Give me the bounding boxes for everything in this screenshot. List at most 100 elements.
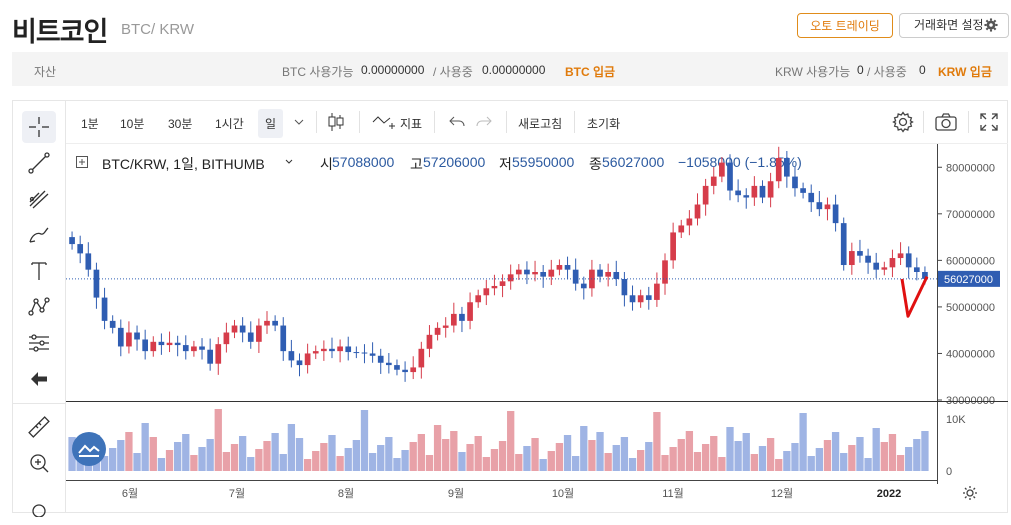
volume-bar bbox=[645, 442, 653, 471]
volume-bar bbox=[701, 444, 710, 471]
candle bbox=[77, 235, 84, 264]
volume-bar bbox=[775, 459, 783, 471]
brush-tool[interactable] bbox=[22, 219, 56, 251]
text-tool[interactable] bbox=[22, 255, 56, 287]
volume-bar bbox=[783, 451, 791, 471]
candle bbox=[450, 302, 457, 333]
chevron-down-icon[interactable] bbox=[294, 119, 304, 125]
volume-bar bbox=[214, 409, 222, 471]
indicators-button[interactable]: 지표 bbox=[400, 117, 423, 131]
interval-30m[interactable]: 30분 bbox=[168, 117, 193, 131]
candle bbox=[296, 353, 303, 377]
volume-bar bbox=[320, 443, 328, 471]
krw-deposit-link[interactable]: KRW 입금 bbox=[938, 65, 992, 79]
volume-bar bbox=[905, 447, 913, 471]
toolbar-divider bbox=[923, 111, 924, 133]
auto-trading-button[interactable]: 오토 트레이딩 bbox=[797, 13, 893, 38]
reset-button[interactable]: 초기화 bbox=[587, 117, 621, 131]
interval-1d[interactable]: 일 bbox=[258, 109, 284, 138]
volume-bar bbox=[498, 441, 507, 471]
screen-settings-label: 거래화면 설정 bbox=[914, 18, 984, 32]
toolbar-divider bbox=[359, 111, 360, 133]
volume-bar bbox=[417, 434, 425, 471]
volume-bar bbox=[466, 444, 474, 471]
current-price-tag bbox=[938, 270, 1000, 287]
interval-1m[interactable]: 1분 bbox=[81, 117, 99, 131]
candle bbox=[304, 343, 311, 374]
redo-icon[interactable] bbox=[476, 115, 492, 129]
volume-bar bbox=[555, 443, 564, 471]
camera-icon[interactable] bbox=[935, 112, 957, 132]
chevron-down-icon[interactable] bbox=[285, 159, 293, 165]
candle bbox=[873, 252, 880, 279]
candle bbox=[865, 248, 871, 274]
candle bbox=[337, 339, 343, 363]
date-tick-label: 8월 bbox=[338, 487, 354, 500]
candle bbox=[434, 322, 441, 341]
volume-bar bbox=[604, 453, 612, 471]
fib-tool[interactable] bbox=[22, 183, 56, 215]
date-tick-label: 10월 bbox=[552, 487, 574, 500]
volume-bar bbox=[409, 442, 417, 471]
zoom-tool[interactable] bbox=[22, 447, 56, 479]
arrow-left-icon bbox=[31, 372, 47, 386]
interval-1h[interactable]: 1시간 bbox=[215, 117, 244, 131]
volume-bar bbox=[165, 450, 174, 471]
btc-deposit-link[interactable]: BTC 입금 bbox=[565, 65, 616, 79]
pair-subtitle: BTC/ KRW bbox=[121, 21, 195, 38]
low-value: 55950000 bbox=[512, 154, 575, 170]
candle bbox=[662, 253, 668, 295]
open-label: 시 bbox=[320, 156, 333, 172]
pitchfork-icon bbox=[29, 190, 49, 209]
price-chart[interactable]: 56027000 80000000 70000000 60000000 50000000… bbox=[66, 144, 1008, 513]
toolbar-divider bbox=[316, 111, 317, 133]
toolbar-divider bbox=[968, 111, 969, 133]
settings-gear-icon[interactable] bbox=[892, 111, 914, 133]
candle bbox=[507, 264, 514, 290]
candle bbox=[377, 348, 384, 374]
volume-bar bbox=[117, 440, 125, 471]
screen-settings-button[interactable]: 거래화면 설정 bbox=[899, 13, 1009, 38]
magnet-icon bbox=[32, 504, 46, 517]
axis-settings-icon[interactable] bbox=[962, 485, 978, 501]
volume-bar bbox=[636, 450, 645, 471]
candle bbox=[637, 289, 644, 308]
interval-10m[interactable]: 10분 bbox=[120, 117, 145, 131]
candle bbox=[247, 321, 254, 349]
candle bbox=[832, 194, 839, 232]
candle bbox=[686, 210, 693, 236]
pane-divider bbox=[66, 401, 1008, 402]
header: 비트코인 BTC/ KRW 오토 트레이딩 거래화면 설정 bbox=[0, 0, 1011, 50]
chart-logo-icon bbox=[78, 444, 100, 457]
asset-label: 자산 bbox=[34, 65, 57, 79]
crosshair-tool[interactable] bbox=[22, 111, 56, 143]
candle bbox=[182, 335, 189, 360]
candle bbox=[719, 157, 725, 183]
back-tool[interactable] bbox=[22, 363, 56, 395]
date-tick-label: 11월 bbox=[662, 487, 684, 500]
candle bbox=[654, 272, 660, 307]
refresh-button[interactable]: 새로고침 bbox=[518, 117, 563, 131]
volume-bar bbox=[547, 451, 555, 471]
trend-line-tool[interactable] bbox=[22, 147, 56, 179]
volume-bar bbox=[913, 439, 921, 471]
candle bbox=[150, 336, 157, 357]
indicators-icon[interactable] bbox=[372, 114, 398, 130]
magnet-tool[interactable] bbox=[22, 493, 56, 525]
candlestick-icon[interactable] bbox=[327, 112, 345, 132]
plus-box-icon[interactable] bbox=[76, 156, 88, 168]
candle bbox=[418, 341, 425, 379]
high-value: 57206000 bbox=[423, 154, 486, 170]
volume-bar bbox=[141, 423, 149, 471]
candle bbox=[166, 331, 173, 353]
pattern-tool[interactable] bbox=[22, 291, 56, 323]
text-icon bbox=[31, 262, 47, 280]
volume-bar bbox=[921, 431, 929, 471]
candle bbox=[69, 231, 75, 250]
undo-icon[interactable] bbox=[449, 115, 465, 129]
fullscreen-icon[interactable] bbox=[980, 113, 998, 131]
ruler-tool[interactable] bbox=[22, 411, 56, 443]
measure-tool[interactable] bbox=[22, 327, 56, 359]
symbol-label[interactable]: BTC/KRW, 1일, BITHUMB bbox=[102, 156, 265, 172]
price-axis bbox=[937, 144, 1008, 484]
